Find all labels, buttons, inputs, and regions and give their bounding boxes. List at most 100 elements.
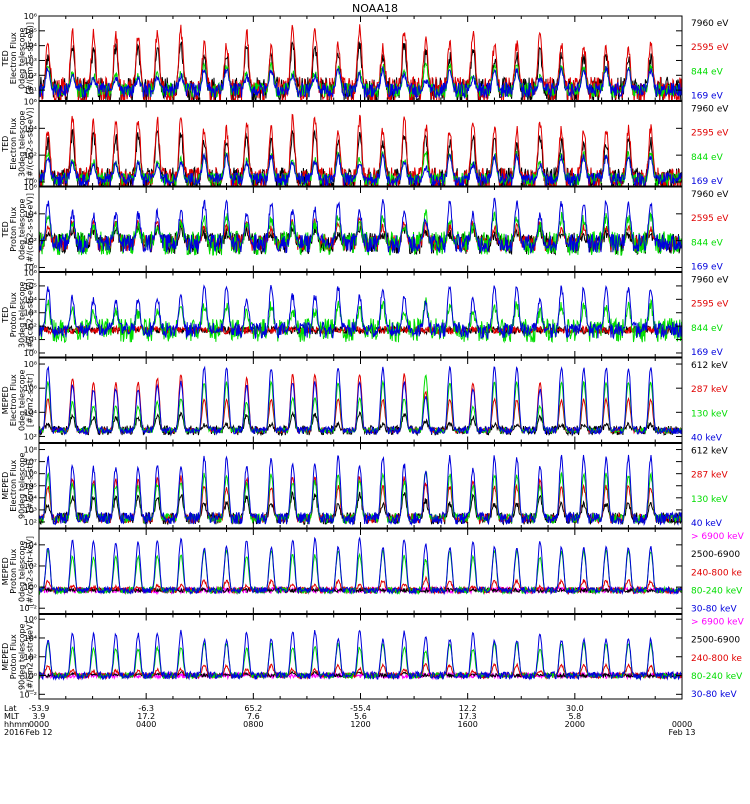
legend-entry: 30-80 keV bbox=[691, 605, 737, 615]
x-tick-label: 30.0 bbox=[566, 704, 584, 713]
legend-entry: 169 eV bbox=[691, 92, 724, 102]
y-tick-label: 10⁶ bbox=[24, 269, 37, 278]
y-axis-label-line: TED bbox=[1, 136, 10, 153]
x-tick-label: -6.3 bbox=[138, 704, 154, 713]
y-axis-label-line: MEPED bbox=[1, 557, 10, 585]
x-tick-label: 65.2 bbox=[244, 704, 262, 713]
y-tick-label: 10² bbox=[24, 518, 37, 527]
legend-entry: 130 keV bbox=[691, 495, 728, 505]
x-tick-label: 1200 bbox=[350, 720, 370, 729]
legend-entry: 612 keV bbox=[691, 447, 728, 457]
x-row-label: 2016 bbox=[4, 728, 24, 737]
y-axis-label: MEPED Proton Flux 0deg telescope [#/cm2-s-s… bbox=[1, 536, 35, 607]
y-axis-label-line: Electron Flux bbox=[9, 374, 18, 426]
legend-entry: 844 eV bbox=[691, 67, 724, 77]
x-tick-label: -53.9 bbox=[29, 704, 50, 713]
legend-entry: 169 eV bbox=[691, 177, 724, 187]
y-axis-label-line: 0deg telescope bbox=[17, 27, 26, 88]
y-tick-label: 10⁸ bbox=[24, 360, 37, 369]
x-tick-label: 0000 bbox=[29, 720, 49, 729]
y-axis-label-line: [#/cm2-s-str-keV] bbox=[26, 536, 35, 607]
y-tick-label: 10⁻² bbox=[19, 690, 37, 699]
y-axis-label-line: 90deg telescope bbox=[17, 452, 26, 519]
x-row-label: hhmm bbox=[4, 720, 30, 729]
y-axis-label: TED Proton Flux 30deg telescope [#/(cm2-s-s… bbox=[1, 279, 35, 351]
legend-entry: 240-800 ke bbox=[691, 654, 742, 664]
legend-entry: 7960 eV bbox=[691, 190, 729, 200]
y-tick-label: 10⁵ bbox=[24, 282, 37, 291]
series-line-p2-3 bbox=[39, 152, 682, 186]
x-row-label: Lat bbox=[4, 704, 17, 713]
y-axis-label-line: Proton Flux bbox=[9, 207, 18, 252]
y-axis-label-line: Electron Flux bbox=[9, 117, 18, 169]
y-tick-label: 10⁴ bbox=[24, 42, 37, 51]
y-axis-label-line: [#/(cm2-s-str-eV)] bbox=[26, 108, 35, 180]
panel-data-group bbox=[39, 454, 682, 527]
y-tick-label: 10⁻² bbox=[19, 604, 37, 613]
y-tick-label: 10⁰ bbox=[24, 672, 37, 681]
series-line-p6-3 bbox=[39, 454, 682, 527]
legend-entry: 40 keV bbox=[691, 519, 723, 529]
x-tick-label: -55.4 bbox=[350, 704, 371, 713]
x-tick-label: 5.8 bbox=[568, 712, 581, 721]
legend-entry: 612 keV bbox=[691, 361, 728, 371]
y-axis-label-line: 0deg telescope bbox=[17, 540, 26, 601]
legend-entry: 287 keV bbox=[691, 385, 728, 395]
y-axis-label: TED Proton Flux 0deg telescope [#/(cm2-s-st… bbox=[1, 193, 35, 265]
y-tick-label: 10² bbox=[24, 237, 37, 246]
x-tick-label: 5.6 bbox=[354, 712, 367, 721]
legend-entry: 80-240 keV bbox=[691, 586, 743, 596]
legend-entry: 2500-6900 bbox=[691, 636, 740, 646]
y-tick-label: 10⁵ bbox=[24, 27, 37, 36]
legend-entry: 2595 eV bbox=[691, 300, 729, 310]
y-axis-label-line: MEPED bbox=[1, 643, 10, 671]
y-tick-label: 10⁴ bbox=[24, 634, 37, 643]
y-axis-label-line: 0deg telescope bbox=[17, 198, 26, 259]
y-tick-label: 10² bbox=[24, 432, 37, 441]
y-axis-label-line: TED bbox=[1, 221, 10, 238]
x-tick-label: Feb 13 bbox=[669, 728, 696, 737]
y-tick-label: 10² bbox=[24, 562, 37, 571]
y-axis-label-line: Proton Flux bbox=[9, 549, 18, 594]
y-tick-label: 10⁴ bbox=[24, 494, 37, 503]
y-tick-label: 10⁶ bbox=[24, 183, 37, 192]
y-tick-label: 10⁶ bbox=[24, 98, 37, 107]
y-axis-label-line: TED bbox=[1, 50, 10, 67]
series-line-p3-3 bbox=[39, 197, 682, 255]
series-line-p7-4 bbox=[39, 536, 682, 596]
legend-entry: 30-80 keV bbox=[691, 690, 737, 700]
y-tick-label: 10⁷ bbox=[24, 458, 37, 467]
y-tick-label: 10¹ bbox=[24, 86, 37, 95]
y-axis-label-line: 90deg telescope bbox=[17, 623, 26, 690]
y-axis-label: TED Electron Flux 30deg telescope [#/(cm2-s… bbox=[1, 108, 35, 180]
y-tick-label: 10⁸ bbox=[24, 446, 37, 455]
y-axis-label-line: 30deg telescope bbox=[17, 281, 26, 348]
legend-entry: 80-240 keV bbox=[691, 672, 743, 682]
panel-data-group bbox=[39, 365, 682, 437]
y-tick-label: 10⁴ bbox=[24, 295, 37, 304]
y-axis-label: TED Electron Flux 0deg telescope [#/(cm2-s-… bbox=[1, 22, 35, 94]
y-axis-label-line: Electron Flux bbox=[9, 459, 18, 511]
legend-entry: > 6900 keV bbox=[691, 532, 745, 542]
y-tick-label: 10³ bbox=[24, 309, 37, 318]
x-tick-label: 0400 bbox=[136, 720, 156, 729]
y-tick-label: 10⁴ bbox=[24, 124, 37, 133]
y-axis-label-line: Proton Flux bbox=[9, 634, 18, 679]
panel-data-group bbox=[39, 197, 682, 256]
y-tick-label: 10² bbox=[24, 322, 37, 331]
panel-data-group bbox=[39, 536, 682, 596]
x-tick-label: 17.3 bbox=[459, 712, 477, 721]
x-tick-label: 17.2 bbox=[137, 712, 155, 721]
legend-entry: 7960 eV bbox=[691, 105, 729, 115]
y-axis-label-line: [#/(cm2-s-str-eV)] bbox=[26, 22, 35, 94]
legend-entry: 169 eV bbox=[691, 263, 724, 273]
y-axis-label-line: TED bbox=[1, 307, 10, 324]
series-line-p8-4 bbox=[39, 629, 682, 681]
y-tick-label: 10² bbox=[24, 71, 37, 80]
